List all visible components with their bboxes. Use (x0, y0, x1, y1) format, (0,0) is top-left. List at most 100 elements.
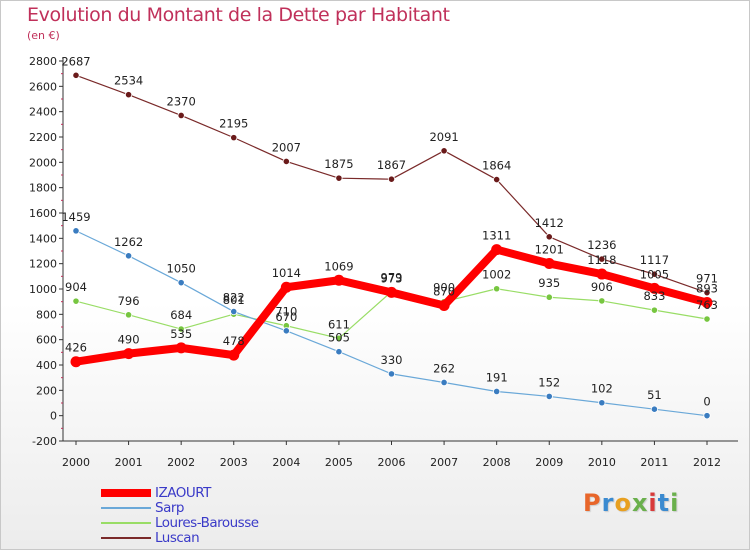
y-tick-label: -200 (32, 435, 57, 448)
data-point-sarp (493, 387, 501, 396)
y-tick-label: 1400 (29, 232, 57, 245)
data-point-izaourt (543, 258, 555, 270)
y-tick-label: 2000 (29, 156, 57, 169)
y-tick-label: 400 (36, 359, 57, 372)
data-label-izaourt: 1311 (482, 229, 511, 243)
legend-label-loures-barousse: Loures-Barousse (155, 515, 259, 531)
data-label-loures-barousse: 935 (538, 276, 560, 290)
data-point-sarp (335, 348, 343, 356)
data-point-luscan (124, 91, 133, 99)
data-point-izaourt (333, 274, 345, 286)
logo-letter: i (648, 489, 658, 517)
data-point-loures-barousse (703, 315, 711, 323)
data-point-izaourt (280, 281, 292, 293)
data-label-izaourt: 870 (433, 284, 455, 298)
data-point-luscan (703, 289, 711, 297)
data-point-izaourt (491, 244, 503, 256)
data-label-sarp: 330 (381, 353, 403, 367)
data-label-izaourt: 1005 (640, 267, 669, 281)
data-point-luscan (335, 174, 343, 182)
data-point-sarp (72, 227, 80, 235)
data-label-loures-barousse: 904 (65, 280, 87, 294)
data-point-izaourt (386, 286, 397, 298)
data-label-sarp: 1050 (167, 262, 196, 276)
data-label-izaourt: 1014 (272, 266, 301, 280)
data-label-loures-barousse: 900 (433, 281, 455, 295)
data-label-luscan: 1875 (324, 157, 353, 171)
data-label-loures-barousse: 801 (223, 293, 245, 307)
y-tick-label: 1800 (29, 182, 57, 195)
data-point-loures-barousse (72, 297, 80, 305)
legend-label-izaourt: IZAOURT (155, 485, 211, 501)
data-point-sarp (598, 399, 606, 407)
y-tick-label: 2800 (29, 55, 57, 68)
data-label-izaourt: 1201 (535, 243, 564, 257)
data-point-sarp (440, 378, 448, 387)
y-tick-label: 0 (50, 410, 57, 423)
data-label-loures-barousse: 763 (696, 298, 718, 312)
data-point-luscan (282, 157, 290, 166)
x-tick-label: 2005 (325, 456, 353, 469)
logo-letter: P (583, 489, 602, 517)
data-label-luscan: 1412 (535, 216, 564, 230)
data-point-sarp (387, 370, 396, 378)
data-point-izaourt (596, 268, 608, 280)
data-point-luscan (440, 147, 448, 155)
data-point-luscan (230, 134, 238, 142)
logo-letter: r (601, 489, 615, 517)
data-point-loures-barousse (335, 334, 343, 342)
data-label-izaourt: 535 (170, 327, 192, 341)
y-tick-label: 1000 (29, 283, 57, 296)
legend-item-sarp: Sarp (101, 500, 341, 516)
data-label-loures-barousse: 684 (170, 308, 192, 322)
legend-swatch-loures-barousse (101, 522, 151, 524)
y-tick-label: 1600 (29, 207, 57, 220)
x-tick-label: 2001 (115, 456, 143, 469)
data-label-sarp: 822 (223, 291, 245, 305)
logo-letter: x (631, 489, 649, 517)
y-tick-label: 800 (36, 308, 57, 321)
data-label-sarp: 102 (591, 382, 613, 396)
data-point-loures-barousse (545, 293, 553, 301)
data-point-sarp (703, 412, 711, 420)
x-tick-label: 2009 (535, 456, 563, 469)
data-label-loures-barousse: 1002 (482, 268, 511, 282)
data-point-loures-barousse (177, 325, 185, 333)
data-label-izaourt: 1069 (324, 259, 353, 273)
y-tick-label: 1200 (29, 258, 57, 271)
x-tick-label: 2000 (62, 456, 90, 469)
data-label-izaourt: 893 (696, 282, 718, 296)
data-label-loures-barousse: 796 (118, 294, 140, 308)
y-tick-label: 2400 (29, 106, 57, 119)
legend-label-luscan: Luscan (155, 530, 200, 546)
logo-letter: o (614, 489, 632, 517)
data-label-sarp: 262 (433, 361, 455, 375)
y-tick-label: 600 (36, 334, 57, 347)
data-label-izaourt: 490 (118, 333, 140, 347)
data-point-luscan (177, 111, 185, 120)
data-label-loures-barousse: 710 (275, 305, 297, 319)
data-label-luscan: 1864 (482, 159, 511, 173)
data-label-luscan: 971 (696, 272, 718, 286)
data-label-izaourt: 973 (381, 271, 403, 285)
logo-letter: t (657, 489, 671, 517)
data-label-sarp: 191 (486, 370, 508, 384)
data-label-luscan: 1236 (587, 238, 616, 252)
data-label-luscan: 2195 (219, 117, 248, 131)
data-point-loures-barousse (650, 306, 659, 314)
data-label-luscan: 1867 (377, 158, 406, 172)
data-point-luscan (650, 270, 659, 278)
y-tick-label: 2600 (29, 80, 57, 93)
legend-swatch-sarp (101, 507, 151, 509)
data-point-izaourt (175, 342, 187, 354)
legend-swatch-luscan (101, 537, 151, 539)
data-label-izaourt: 478 (223, 334, 245, 348)
data-point-izaourt (228, 349, 240, 361)
x-tick-label: 2012 (693, 456, 721, 469)
x-tick-label: 2004 (272, 456, 300, 469)
legend: IZAOURT Sarp Loures-Barousse Luscan (101, 485, 341, 546)
data-point-sarp (545, 392, 553, 401)
data-point-izaourt (701, 297, 713, 309)
data-point-loures-barousse (598, 297, 606, 305)
data-label-luscan: 2534 (114, 74, 143, 88)
